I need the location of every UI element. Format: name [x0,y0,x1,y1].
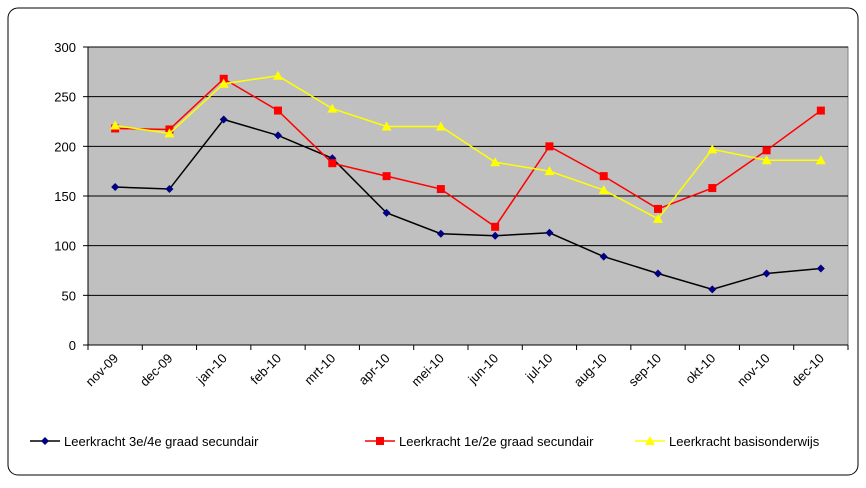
marker [219,115,228,124]
y-tick-label: 150 [54,189,76,204]
marker [490,157,501,167]
marker [274,106,282,115]
y-tick-label: 300 [54,40,76,55]
marker [41,437,49,445]
legend-label: Leerkracht basisonderwijs [669,434,820,449]
y-tick-label: 0 [69,338,76,353]
marker [218,78,229,88]
marker [382,208,391,217]
marker [762,269,771,278]
marker [707,144,718,154]
marker [598,185,609,195]
marker [436,185,445,194]
marker [645,436,655,445]
marker [165,185,174,194]
marker [599,172,608,181]
marker [110,120,121,130]
marker [816,106,825,115]
marker [435,121,446,131]
marker [382,172,391,181]
marker [381,121,392,131]
marker [328,159,337,168]
marker [545,228,554,237]
marker [815,155,826,165]
marker [599,252,608,261]
marker [274,131,282,140]
marker [436,229,445,238]
marker [111,183,120,192]
marker [327,103,338,113]
marker [762,146,771,155]
marker [544,166,555,176]
marker [816,264,825,273]
marker [761,155,772,165]
marker [164,128,175,138]
series-line [115,75,821,220]
legend-label: Leerkracht 1e/2e graad secundair [399,434,594,449]
marker [376,437,384,445]
marker [653,213,663,223]
marker [654,269,662,278]
marker [491,222,500,231]
marker [654,204,662,213]
y-tick-label: 250 [54,90,76,105]
legend-label: Leerkracht 3e/4e graad secundair [64,434,259,449]
marker [491,231,500,240]
y-tick-label: 100 [54,239,76,254]
marker [708,285,717,294]
series-line [115,77,822,228]
series-line [115,118,821,291]
y-tick-label: 200 [54,139,76,154]
marker [545,142,554,151]
marker [708,184,717,193]
y-tick-label: 50 [62,288,76,303]
marker [273,70,283,80]
